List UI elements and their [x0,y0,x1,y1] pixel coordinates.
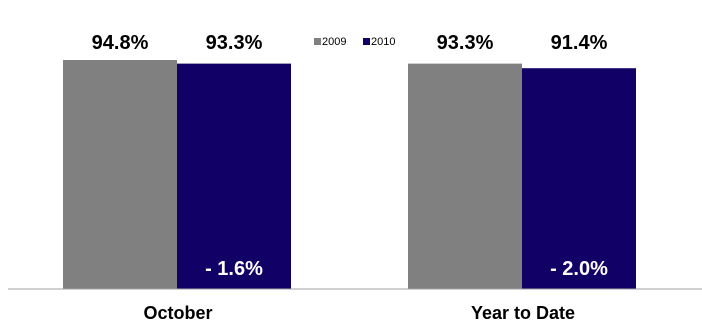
legend-label-2010: 2010 [371,36,395,48]
bars-layer [63,60,636,290]
bar-2010-october [177,63,291,290]
value-label-2010-1: 91.4% [551,32,608,54]
bar-2009-october [63,60,177,289]
labels-layer: 94.8% 93.3% - 1.6% October 93.3% 91.4% - 2.0% Y… [92,32,608,323]
change-label-1: - 2.0% [550,258,608,280]
value-label-2009-0: 94.8% [92,32,149,54]
change-label-0: - 1.6% [205,258,263,280]
bar-2009-year-to-date [408,63,522,290]
legend: 2009 2010 [314,36,395,48]
category-label-0: October [143,303,212,323]
legend-swatch-2009 [314,38,321,45]
category-label-1: Year to Date [471,303,575,323]
legend-swatch-2010 [363,38,370,45]
bar-2010-year-to-date [522,68,636,290]
value-label-2010-0: 93.3% [206,32,263,54]
value-label-2009-1: 93.3% [437,32,494,54]
legend-label-2009: 2009 [322,36,346,48]
